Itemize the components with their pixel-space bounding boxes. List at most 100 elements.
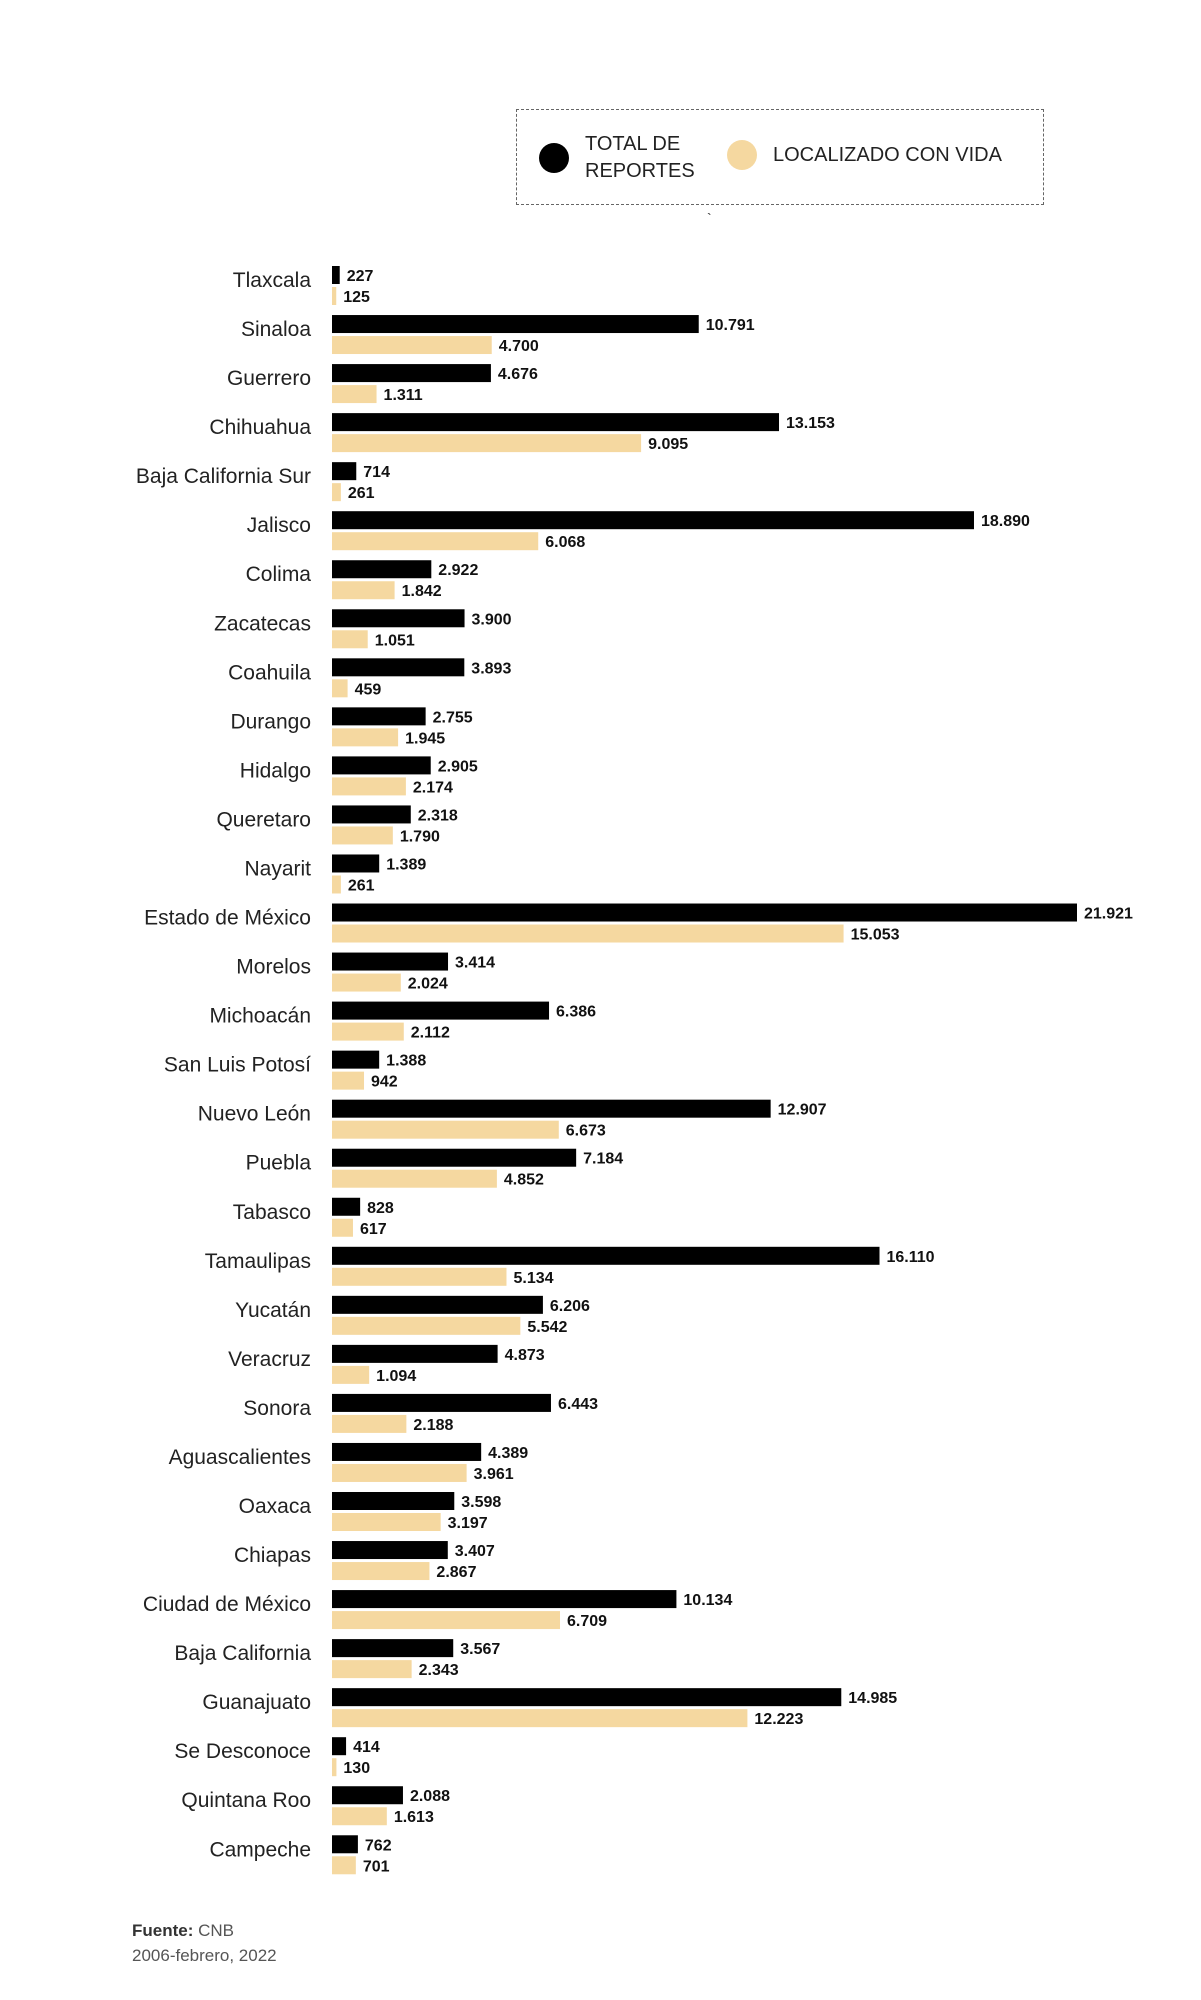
value-label-found-guerrero: 1.311	[384, 387, 423, 404]
row-puebla: Puebla 7.184 4.852	[246, 1148, 623, 1189]
value-label-total-morelos: 3.414	[455, 955, 495, 972]
category-label-yucatan: Yucatán	[235, 1299, 311, 1322]
value-label-found-michoacan: 2.112	[411, 1025, 450, 1042]
category-label-estado-de-mexico: Estado de México	[144, 907, 311, 930]
category-label-veracruz: Veracruz	[228, 1348, 311, 1371]
value-label-found-nayarit: 261	[348, 877, 375, 894]
row-guanajuato: Guanajuato 14.985 12.223	[202, 1688, 897, 1728]
bar-found-estado-de-mexico	[332, 924, 844, 943]
bar-total-chihuahua	[332, 413, 780, 432]
value-label-found-tlaxcala: 125	[343, 289, 370, 306]
category-label-chihuahua: Chihuahua	[209, 416, 311, 439]
category-label-coahuila: Coahuila	[228, 661, 311, 684]
row-san-luis-potosi: San Luis Potosí 1.388 942	[164, 1050, 426, 1091]
value-label-total-tabasco: 828	[367, 1200, 394, 1217]
value-label-found-sinaloa: 4.700	[499, 338, 539, 355]
legend-label-found: LOCALIZADO CON VIDA	[773, 143, 1002, 166]
bar-total-campeche	[332, 1835, 358, 1854]
value-label-total-colima: 2.922	[438, 562, 478, 579]
bar-found-nayarit	[332, 875, 341, 894]
value-label-total-quintana-roo: 2.088	[410, 1788, 450, 1805]
category-label-se-desconoce: Se Desconoce	[174, 1740, 311, 1763]
source-label: Fuente:	[132, 1921, 194, 1940]
bar-total-nuevo-leon	[332, 1099, 771, 1118]
category-label-hidalgo: Hidalgo	[240, 759, 311, 782]
bar-total-guanajuato	[332, 1688, 842, 1707]
bar-total-morelos	[332, 952, 449, 971]
category-label-baja-california: Baja California	[174, 1642, 311, 1665]
legend-swatch-found	[727, 140, 757, 170]
bar-total-tamaulipas	[332, 1246, 880, 1265]
value-label-found-chiapas: 2.867	[436, 1564, 476, 1581]
bar-found-yucatan	[332, 1316, 521, 1335]
value-label-found-baja-california: 2.343	[419, 1662, 459, 1679]
bar-found-quintana-roo	[332, 1807, 387, 1826]
category-label-morelos: Morelos	[236, 956, 311, 979]
category-label-jalisco: Jalisco	[247, 514, 311, 537]
bar-total-se-desconoce	[332, 1737, 347, 1756]
category-label-tamaulipas: Tamaulipas	[205, 1250, 311, 1273]
row-morelos: Morelos 3.414 2.024	[236, 952, 495, 993]
bar-found-coahuila	[332, 679, 348, 698]
value-label-total-hidalgo: 2.905	[438, 758, 478, 775]
category-label-guerrero: Guerrero	[227, 367, 311, 390]
category-label-nuevo-leon: Nuevo León	[198, 1103, 311, 1126]
value-label-total-guanajuato: 14.985	[848, 1690, 897, 1707]
value-label-found-campeche: 701	[363, 1858, 390, 1875]
value-label-total-tlaxcala: 227	[347, 268, 374, 285]
row-nuevo-leon: Nuevo León 12.907 6.673	[198, 1099, 827, 1140]
row-oaxaca: Oaxaca 3.598 3.197	[239, 1492, 501, 1532]
category-label-michoacan: Michoacán	[209, 1005, 311, 1028]
bar-total-estado-de-mexico	[332, 903, 1077, 922]
row-tamaulipas: Tamaulipas 16.110 5.134	[205, 1246, 935, 1287]
value-label-found-puebla: 4.852	[504, 1172, 544, 1189]
value-label-found-quintana-roo: 1.613	[394, 1809, 434, 1826]
bar-found-queretaro	[332, 826, 393, 845]
bar-found-puebla	[332, 1169, 497, 1188]
value-label-found-guanajuato: 12.223	[754, 1711, 803, 1728]
row-veracruz: Veracruz 4.873 1.094	[228, 1344, 545, 1385]
bar-found-hidalgo	[332, 777, 406, 796]
row-zacatecas: Zacatecas 3.900 1.051	[214, 609, 512, 649]
row-yucatan: Yucatán 6.206 5.542	[235, 1295, 590, 1336]
row-guerrero: Guerrero 4.676 1.311	[227, 364, 538, 404]
value-label-total-ciudad-de-mexico: 10.134	[683, 1592, 732, 1609]
value-label-total-yucatan: 6.206	[550, 1298, 590, 1315]
bar-found-baja-california-sur	[332, 483, 341, 502]
value-label-total-queretaro: 2.318	[418, 807, 458, 824]
bar-total-colima	[332, 560, 432, 579]
value-label-total-san-luis-potosi: 1.388	[386, 1053, 426, 1070]
category-label-sinaloa: Sinaloa	[241, 318, 311, 341]
value-label-total-baja-california: 3.567	[460, 1641, 500, 1658]
row-quintana-roo: Quintana Roo 2.088 1.613	[181, 1786, 450, 1826]
value-label-found-veracruz: 1.094	[376, 1368, 416, 1385]
row-coahuila: Coahuila 3.893 459	[228, 658, 511, 698]
category-label-guanajuato: Guanajuato	[202, 1691, 311, 1714]
bar-found-tamaulipas	[332, 1267, 507, 1286]
value-label-found-san-luis-potosi: 942	[371, 1074, 398, 1091]
value-label-total-chihuahua: 13.153	[786, 415, 835, 432]
bar-found-durango	[332, 728, 399, 747]
category-label-tlaxcala: Tlaxcala	[233, 269, 312, 292]
bar-total-chiapas	[332, 1541, 448, 1560]
bar-total-veracruz	[332, 1344, 498, 1363]
category-label-chiapas: Chiapas	[234, 1544, 311, 1567]
row-sonora: Sonora 6.443 2.188	[243, 1393, 598, 1434]
bar-found-se-desconoce	[332, 1758, 337, 1777]
stray-mark: `	[707, 210, 712, 226]
value-label-total-nuevo-leon: 12.907	[778, 1102, 827, 1119]
value-label-found-sonora: 2.188	[413, 1417, 453, 1434]
value-label-total-durango: 2.755	[433, 709, 473, 726]
value-label-total-baja-california-sur: 714	[363, 464, 390, 481]
bar-found-chihuahua	[332, 434, 642, 453]
bar-found-sonora	[332, 1414, 407, 1433]
row-aguascalientes: Aguascalientes 4.389 3.961	[169, 1442, 528, 1483]
category-label-ciudad-de-mexico: Ciudad de México	[143, 1593, 311, 1616]
category-label-nayarit: Nayarit	[244, 857, 311, 880]
bar-total-puebla	[332, 1148, 577, 1167]
legend-swatch-total	[539, 143, 569, 173]
bar-found-nuevo-leon	[332, 1120, 559, 1139]
bar-found-san-luis-potosi	[332, 1071, 365, 1090]
